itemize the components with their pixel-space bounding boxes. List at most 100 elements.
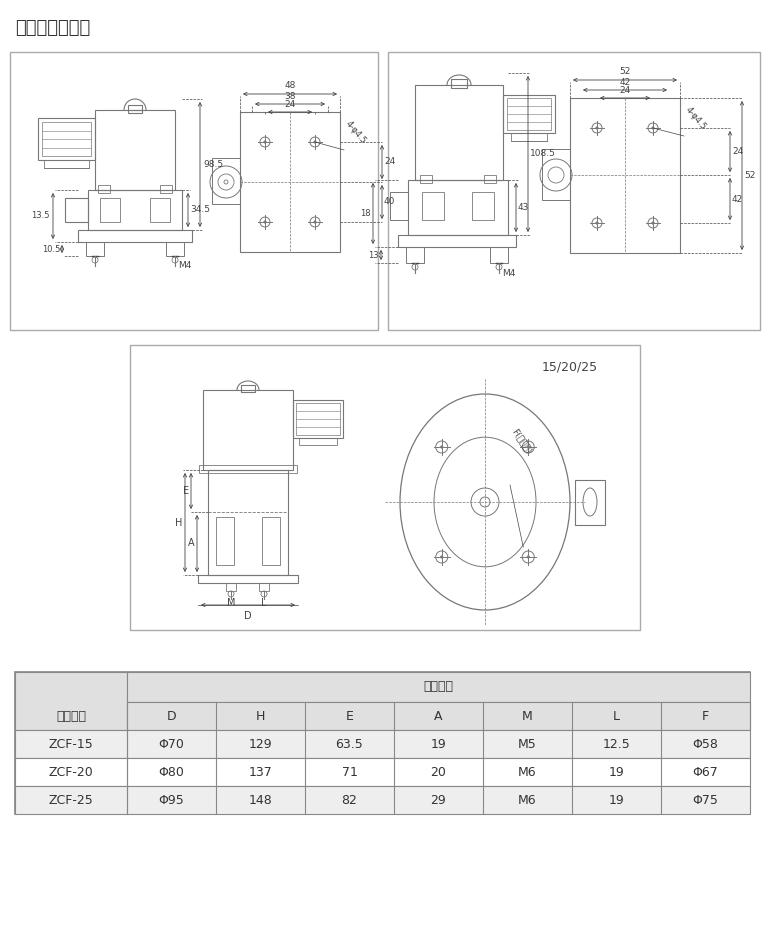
Text: 10.5: 10.5 — [41, 244, 60, 254]
Bar — [262, 517, 280, 565]
Bar — [259, 583, 269, 591]
Text: 42: 42 — [732, 195, 744, 203]
Bar — [199, 465, 297, 473]
Text: A: A — [435, 709, 443, 722]
Text: E: E — [183, 486, 189, 496]
Text: 产品型号: 产品型号 — [56, 709, 86, 722]
Bar — [78, 230, 192, 242]
Bar — [240, 112, 340, 252]
Text: H: H — [256, 709, 265, 722]
Text: A: A — [188, 539, 195, 549]
Bar — [166, 242, 184, 256]
Text: Φ67: Φ67 — [692, 765, 718, 778]
Text: ZCF-15: ZCF-15 — [49, 737, 93, 750]
Bar — [15, 730, 750, 758]
Text: F(中心距): F(中心距) — [510, 427, 533, 455]
Text: 52: 52 — [744, 171, 755, 180]
Bar — [415, 85, 503, 180]
Text: 48: 48 — [285, 81, 296, 90]
Bar — [398, 235, 516, 247]
Text: 38: 38 — [285, 92, 296, 101]
Text: 98.5: 98.5 — [203, 160, 223, 169]
Text: 24: 24 — [620, 86, 630, 95]
Text: D: D — [167, 709, 176, 722]
Bar — [128, 105, 142, 113]
Bar — [88, 190, 182, 230]
Text: 108.5: 108.5 — [530, 149, 556, 158]
Text: Φ58: Φ58 — [692, 737, 718, 750]
Bar — [507, 98, 551, 130]
Text: E: E — [346, 709, 353, 722]
Bar — [65, 198, 88, 222]
Bar — [388, 52, 760, 330]
Text: 82: 82 — [341, 793, 357, 806]
Bar — [15, 672, 750, 814]
Text: 137: 137 — [249, 765, 272, 778]
Text: ZCF-20: ZCF-20 — [49, 765, 93, 778]
Circle shape — [527, 445, 529, 448]
Circle shape — [596, 222, 598, 225]
Bar — [208, 470, 288, 575]
Bar — [15, 758, 750, 786]
Text: M6: M6 — [518, 793, 537, 806]
Bar — [130, 345, 640, 630]
Text: Φ95: Φ95 — [158, 793, 184, 806]
Circle shape — [441, 445, 443, 448]
Text: 18: 18 — [360, 209, 371, 218]
Bar — [299, 438, 337, 445]
Circle shape — [264, 141, 266, 144]
Text: 15/20/25: 15/20/25 — [542, 360, 598, 373]
Bar — [160, 185, 172, 193]
Circle shape — [314, 221, 316, 223]
Bar — [226, 583, 236, 591]
Text: 34.5: 34.5 — [190, 205, 210, 214]
Bar — [420, 175, 432, 183]
Text: Φ80: Φ80 — [158, 765, 184, 778]
Circle shape — [652, 127, 654, 130]
Bar — [542, 149, 570, 200]
Text: 13.5: 13.5 — [31, 212, 50, 221]
Text: 148: 148 — [249, 793, 272, 806]
Text: 19: 19 — [609, 793, 624, 806]
Bar — [406, 247, 424, 263]
Bar — [490, 247, 508, 263]
Bar — [296, 403, 340, 435]
Bar — [86, 242, 104, 256]
Text: 43: 43 — [518, 203, 529, 212]
Text: 外形尺寸: 外形尺寸 — [424, 680, 454, 693]
Text: 71: 71 — [341, 765, 357, 778]
Text: Φ75: Φ75 — [692, 793, 718, 806]
Text: 24: 24 — [384, 158, 396, 167]
Bar — [127, 672, 750, 702]
Text: 24: 24 — [732, 147, 744, 156]
Circle shape — [527, 555, 529, 558]
Text: 4-φ4.5: 4-φ4.5 — [344, 119, 368, 146]
Text: 129: 129 — [249, 737, 272, 750]
Bar — [127, 702, 750, 730]
Text: M5: M5 — [518, 737, 537, 750]
Text: 19: 19 — [431, 737, 446, 750]
Text: F: F — [702, 709, 709, 722]
Text: 63.5: 63.5 — [336, 737, 363, 750]
Bar — [390, 192, 408, 220]
Text: ZCF-25: ZCF-25 — [49, 793, 93, 806]
Bar — [150, 198, 170, 222]
Text: 4-φ4.5: 4-φ4.5 — [684, 105, 708, 132]
Bar — [241, 385, 255, 392]
Bar — [44, 160, 89, 168]
Bar — [15, 786, 750, 814]
Text: 40: 40 — [384, 198, 396, 207]
Text: M: M — [226, 598, 236, 608]
Bar — [511, 133, 547, 141]
Bar — [203, 390, 293, 470]
Bar — [422, 192, 444, 220]
Text: 13: 13 — [369, 251, 379, 259]
Bar — [408, 180, 508, 235]
Text: M4: M4 — [178, 262, 191, 270]
Text: M: M — [522, 709, 533, 722]
Text: L: L — [613, 709, 620, 722]
Text: 29: 29 — [431, 793, 446, 806]
Bar — [575, 480, 605, 525]
Bar — [38, 118, 95, 160]
Bar — [10, 52, 378, 330]
